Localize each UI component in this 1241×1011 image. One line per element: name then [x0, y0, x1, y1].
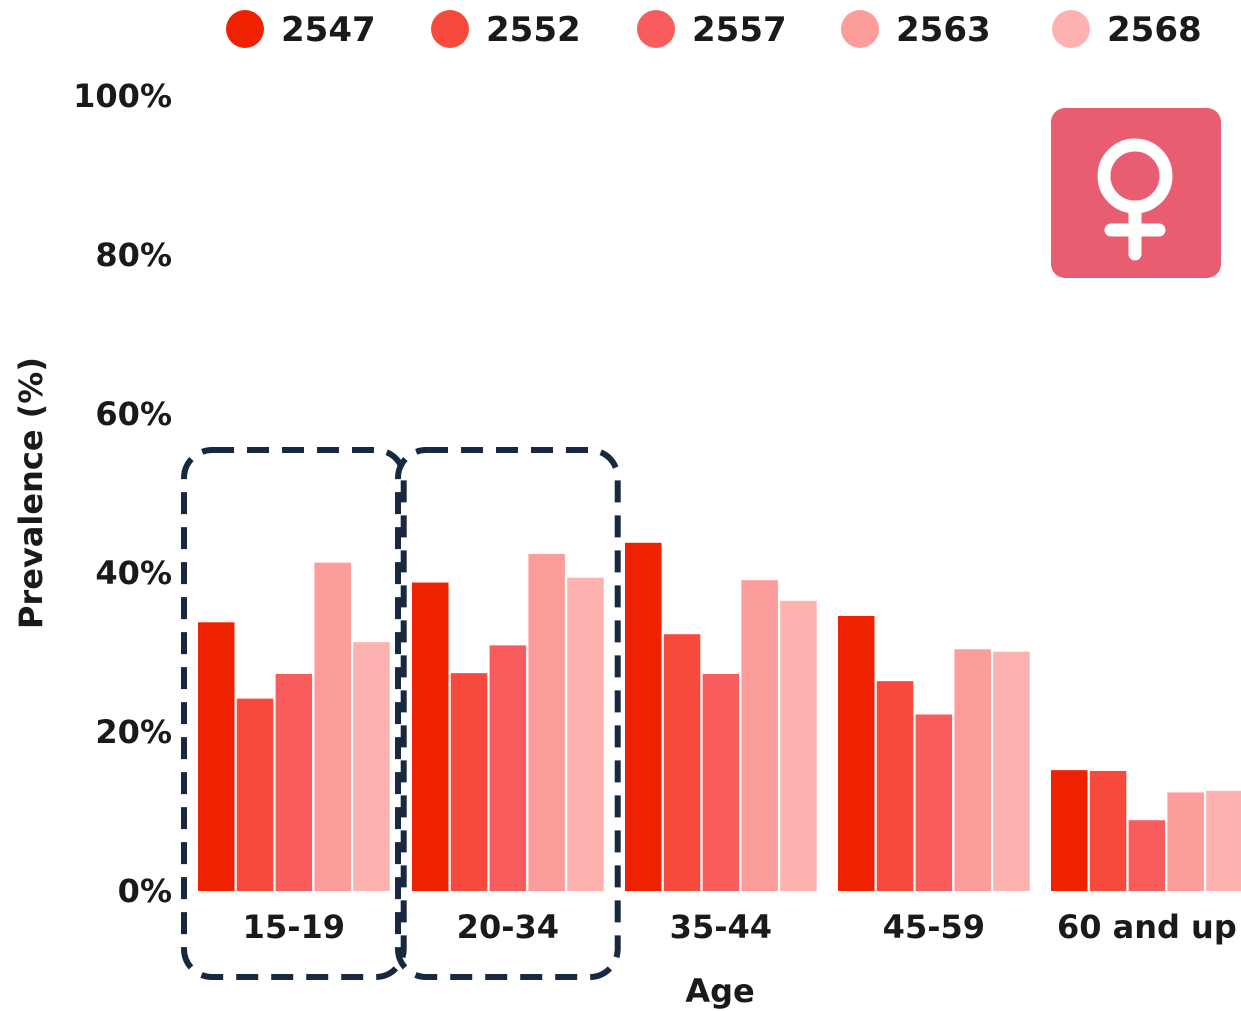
y-axis-title: Prevalence (%) [12, 357, 50, 629]
bar-group [198, 562, 390, 891]
bar [1051, 770, 1088, 891]
bar [915, 714, 953, 891]
legend-label: 2552 [486, 10, 581, 50]
y-tick-label: 40% [95, 554, 172, 592]
highlight-box [181, 447, 407, 980]
bar [353, 642, 390, 891]
bar [702, 673, 740, 891]
bar [780, 600, 817, 891]
bar [450, 673, 488, 891]
bar [876, 681, 914, 891]
x-tick-label: 35-44 [670, 908, 772, 946]
bar [236, 698, 274, 891]
x-tick-label: 60 and up [1057, 908, 1237, 946]
legend-item: 2557 [637, 10, 787, 50]
x-tick-label: 15-19 [243, 908, 345, 946]
bar [838, 615, 875, 891]
bar [1128, 820, 1166, 891]
x-axis-categories: 15-19 20-34 35-44 45-59 60 and up [243, 908, 1237, 946]
highlight-box [395, 447, 621, 980]
bar [954, 649, 991, 891]
y-tick-label: 100% [73, 77, 172, 115]
legend-label: 2563 [896, 10, 991, 50]
female-symbol-icon [1051, 108, 1221, 278]
bar [567, 577, 604, 891]
y-axis-ticks: 0% 20% 40% 60% 80% 100% [73, 77, 172, 910]
bar [663, 634, 701, 891]
legend: 2547 2552 2557 2563 2568 [226, 10, 1202, 50]
bars [198, 542, 1241, 891]
bar [1089, 770, 1127, 891]
bar-group [838, 615, 1030, 891]
highlight-boxes [181, 447, 621, 980]
bar [198, 622, 235, 891]
legend-label: 2557 [692, 10, 787, 50]
bar-group [1051, 770, 1241, 891]
bar [314, 562, 351, 891]
bar [528, 553, 565, 891]
y-tick-label: 0% [118, 872, 172, 910]
x-axis-title: Age [685, 972, 754, 1010]
bar [412, 582, 449, 891]
legend-item: 2547 [226, 10, 376, 50]
bar [275, 673, 313, 891]
bar [489, 645, 527, 891]
bar [1167, 792, 1204, 891]
bar-group [412, 553, 604, 891]
legend-swatch [637, 10, 675, 48]
legend-label: 2547 [281, 10, 376, 50]
legend-item: 2563 [841, 10, 991, 50]
legend-swatch [1052, 10, 1090, 48]
x-tick-label: 20-34 [457, 908, 559, 946]
legend-item: 2568 [1052, 10, 1202, 50]
bar [993, 651, 1030, 891]
bar [741, 580, 778, 891]
x-tick-label: 45-59 [883, 908, 985, 946]
legend-swatch [226, 10, 264, 48]
bar [1206, 790, 1241, 891]
legend-item: 2552 [431, 10, 581, 50]
y-tick-label: 20% [95, 713, 172, 751]
bar [625, 542, 662, 891]
legend-swatch [431, 10, 469, 48]
y-tick-label: 60% [95, 395, 172, 433]
bar-group [625, 542, 817, 891]
legend-label: 2568 [1107, 10, 1202, 50]
y-tick-label: 80% [95, 236, 172, 274]
legend-swatch [841, 10, 879, 48]
